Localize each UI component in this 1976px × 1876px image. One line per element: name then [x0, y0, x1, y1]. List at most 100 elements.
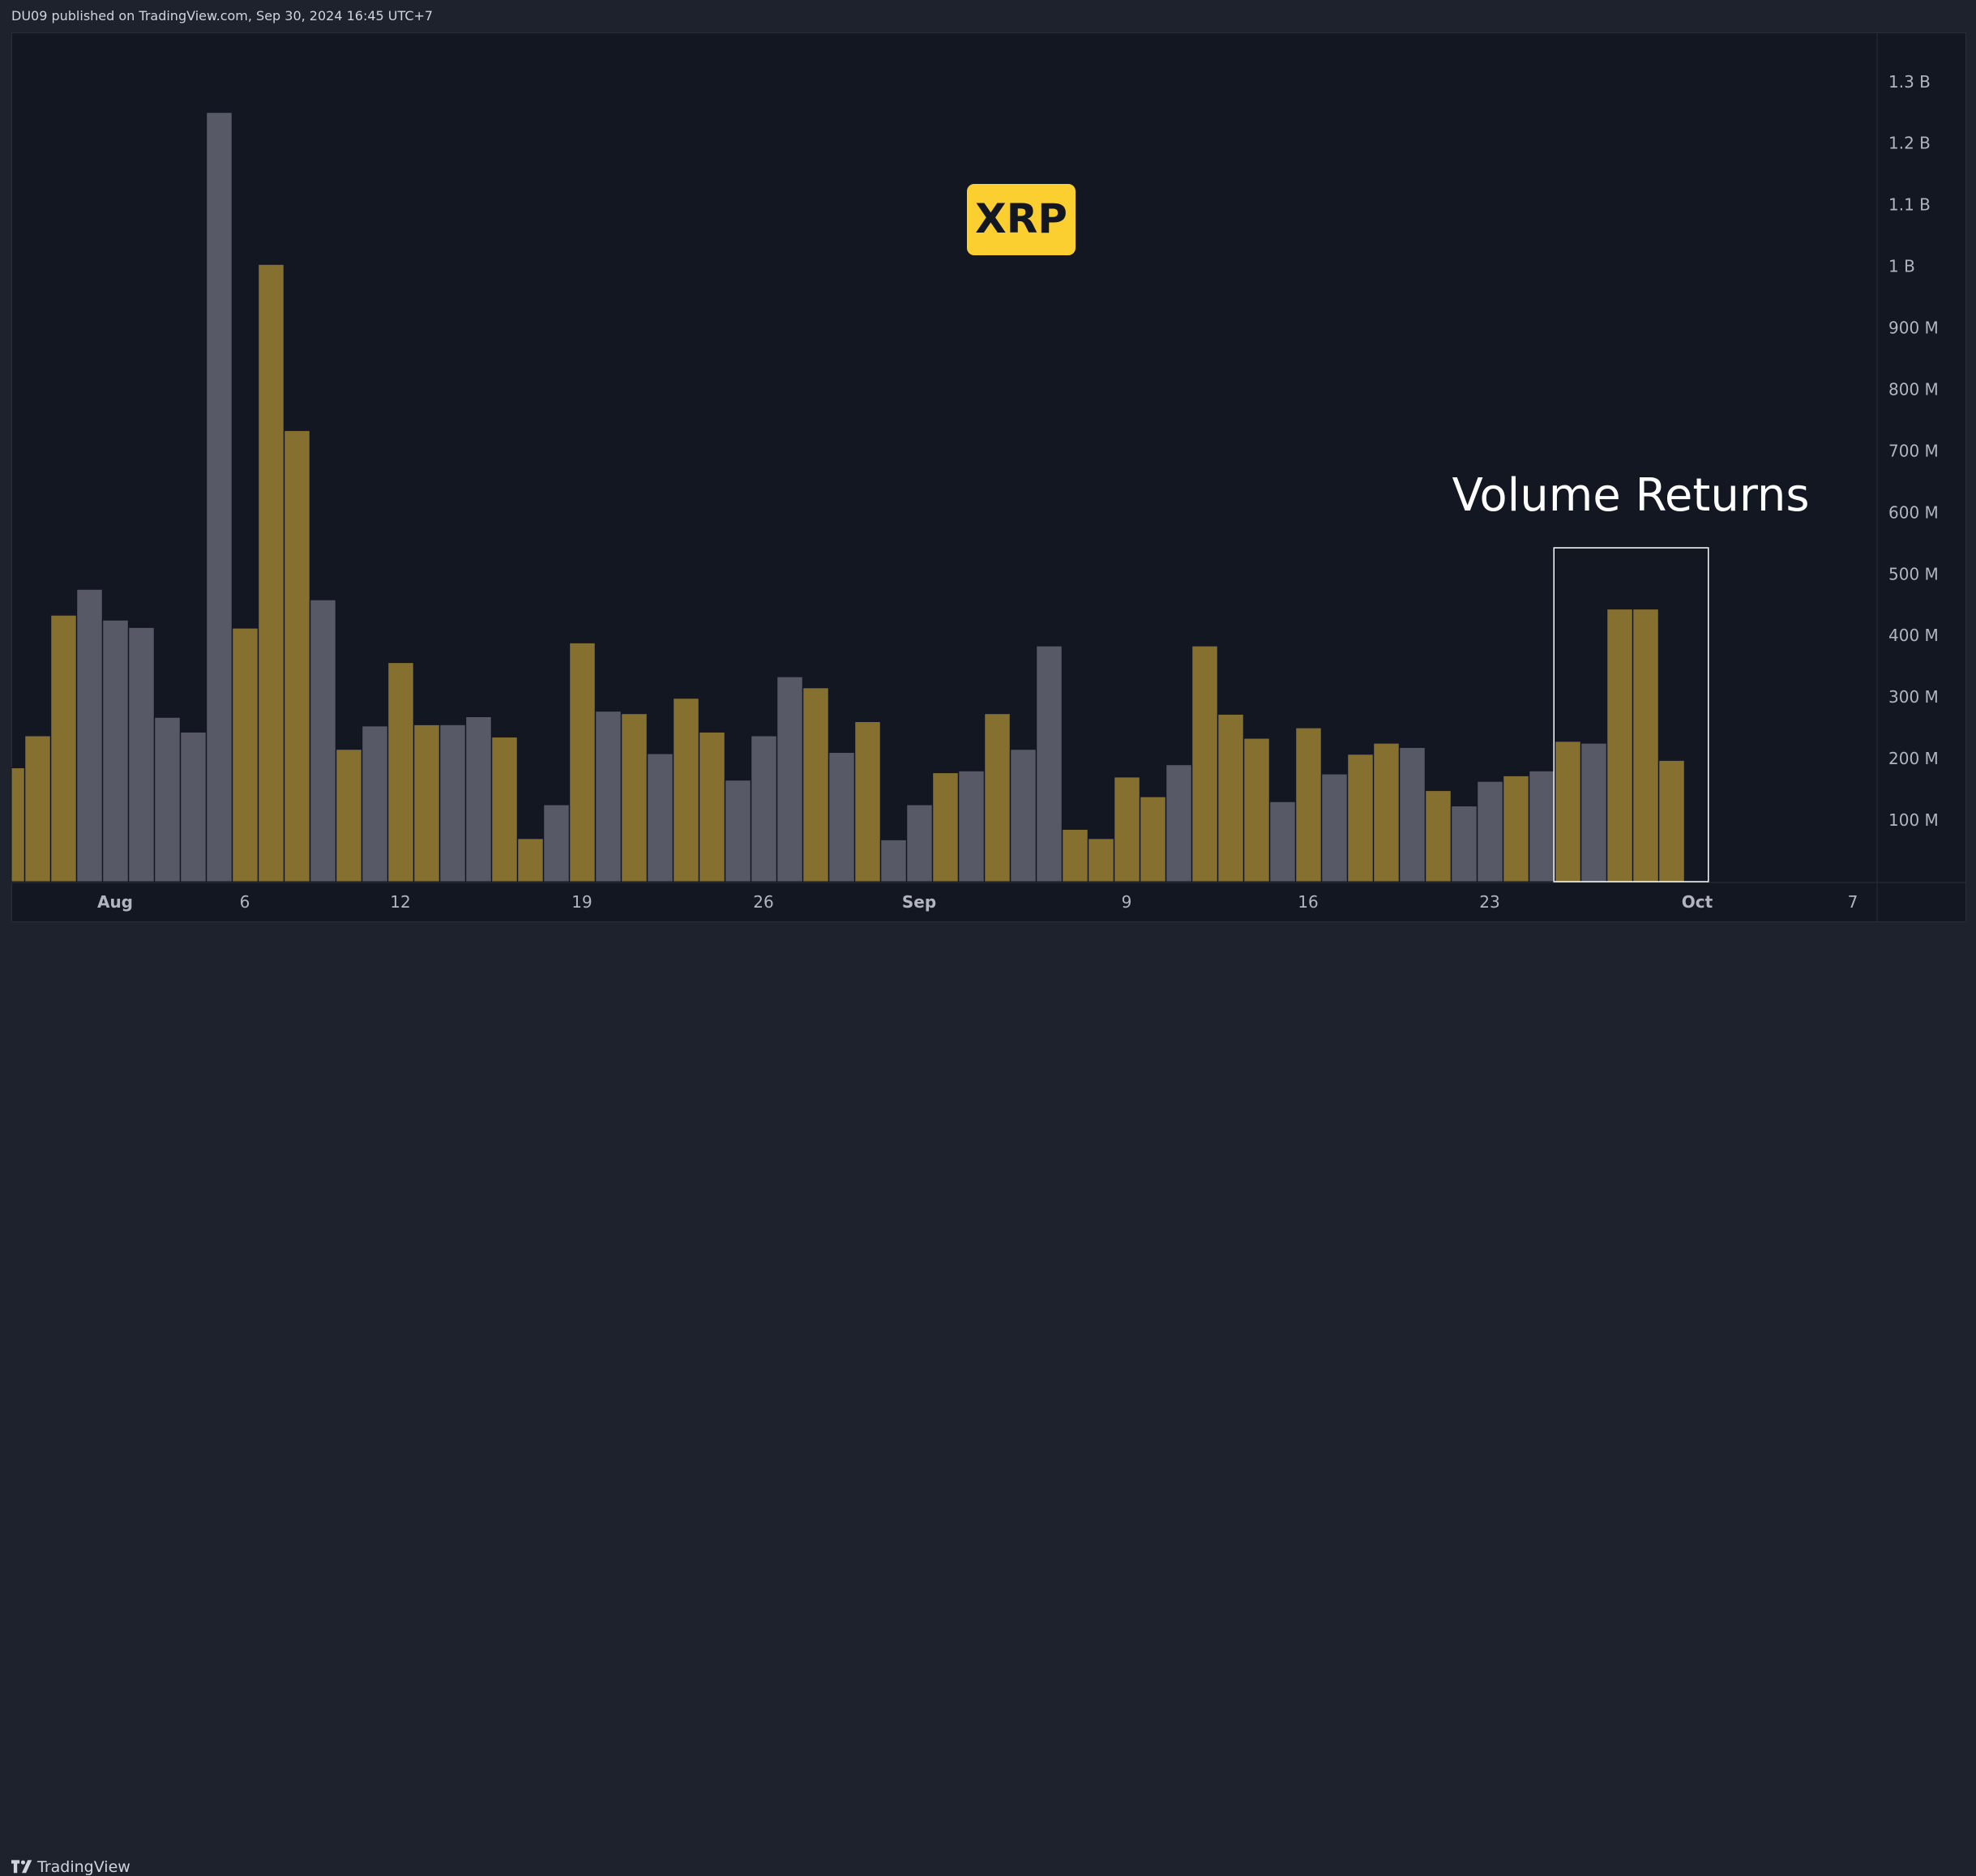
volume-bar [258, 263, 284, 882]
volume-bar [491, 737, 518, 882]
tradingview-logo-text: TradingView [37, 1858, 130, 1876]
volume-bar [1503, 775, 1529, 882]
volume-bar [206, 112, 233, 882]
symbol-badge: XRP [967, 184, 1076, 255]
volume-bar [1425, 790, 1452, 882]
volume-bar [1658, 759, 1685, 882]
volume-bar [50, 614, 77, 882]
x-tick-label: 7 [1848, 892, 1858, 912]
volume-bar [1373, 742, 1400, 882]
x-tick-label: 16 [1298, 892, 1318, 912]
volume-bar [1347, 754, 1374, 882]
volume-bar [76, 588, 103, 882]
volume-bar [361, 725, 388, 882]
volume-bar [310, 599, 336, 882]
x-tick-label: Oct [1682, 892, 1713, 912]
y-tick-label: 1 B [1888, 257, 1915, 276]
volume-bar [1088, 838, 1114, 882]
x-tick-label: Aug [97, 892, 133, 912]
volume-chart[interactable]: 100 M 200 M 300 M 400 M 500 M 600 M 700 M 800 M… [0, 0, 1976, 964]
volume-bar [932, 772, 959, 882]
volume-bar [569, 642, 596, 882]
volume-bar [854, 721, 881, 882]
y-tick-label: 600 M [1888, 502, 1939, 522]
volume-bar [11, 767, 25, 882]
volume-bar [1451, 806, 1478, 882]
volume-bar [439, 724, 466, 882]
volume-bar [1036, 645, 1063, 882]
volume-bar [1606, 609, 1633, 882]
volume-bar [387, 662, 414, 882]
y-tick-label: 1.3 B [1888, 72, 1931, 92]
price-axis[interactable]: 100 M 200 M 300 M 400 M 500 M 600 M 700 M 800 M… [1888, 72, 1939, 830]
x-tick-label: 12 [390, 892, 410, 912]
volume-bar [906, 804, 933, 882]
volume-bar [673, 698, 699, 882]
volume-bars [11, 112, 1685, 882]
volume-bar [1321, 773, 1348, 882]
volume-bar [621, 713, 648, 882]
volume-bar [1191, 645, 1218, 882]
tradingview-logo[interactable]: TradingView [11, 1858, 130, 1876]
x-tick-label: 6 [240, 892, 250, 912]
y-tick-label: 400 M [1888, 626, 1939, 645]
volume-bar [984, 713, 1011, 882]
volume-bar [1477, 780, 1503, 882]
y-tick-label: 1.1 B [1888, 195, 1931, 215]
footer: TradingView [0, 924, 1976, 1876]
x-tick-label: 23 [1479, 892, 1499, 912]
volume-bar [647, 753, 674, 882]
volume-bar [1062, 828, 1089, 882]
volume-bar [1399, 746, 1426, 882]
volume-bar [1269, 801, 1296, 882]
volume-bar [284, 429, 310, 882]
y-tick-label: 200 M [1888, 749, 1939, 768]
volume-bar [958, 770, 985, 882]
volume-bar [1632, 609, 1659, 882]
volume-bar [751, 735, 777, 882]
y-tick-label: 300 M [1888, 687, 1939, 707]
volume-bar [776, 676, 803, 882]
y-tick-label: 500 M [1888, 564, 1939, 583]
tradingview-logo-icon [11, 1860, 32, 1874]
volume-bar [180, 731, 207, 882]
volume-bar [725, 780, 751, 882]
x-tick-label: 19 [571, 892, 592, 912]
volume-bar [336, 749, 362, 882]
y-tick-label: 800 M [1888, 379, 1939, 399]
publish-header: DU09 published on TradingView.com, Sep 3… [0, 0, 1976, 32]
volume-bar [465, 716, 492, 882]
volume-bar [1529, 770, 1555, 882]
volume-bar [699, 731, 725, 882]
volume-bar [1243, 737, 1270, 882]
highlight-label: Volume Returns [1452, 469, 1809, 522]
volume-bar [154, 716, 181, 882]
volume-bar [1295, 727, 1322, 882]
volume-bar [828, 752, 855, 882]
volume-bar [1580, 742, 1607, 882]
publish-info: DU09 published on TradingView.com, Sep 3… [11, 8, 434, 24]
y-tick-label: 900 M [1888, 318, 1939, 338]
highlight-box [1553, 547, 1709, 882]
x-tick-label: Sep [902, 892, 936, 912]
y-tick-label: 700 M [1888, 441, 1939, 460]
x-tick-label: 26 [753, 892, 773, 912]
volume-bar [802, 687, 829, 882]
volume-bar [128, 626, 155, 882]
symbol-badge-text: XRP [975, 195, 1067, 242]
volume-bar [543, 804, 570, 882]
volume-bar [24, 735, 51, 882]
volume-bar [1555, 741, 1581, 882]
volume-bar [1140, 796, 1166, 882]
x-tick-label: 9 [1122, 892, 1132, 912]
y-tick-label: 1.2 B [1888, 134, 1931, 153]
volume-bar [1165, 764, 1192, 882]
volume-bar [880, 839, 907, 882]
volume-bar [1114, 776, 1140, 882]
time-axis[interactable]: Aug 6 12 19 26 Sep 9 16 23 Oct 7 [97, 892, 1858, 912]
volume-bar [1217, 713, 1244, 882]
volume-bar [517, 838, 544, 882]
volume-bar [232, 627, 259, 882]
volume-bar [595, 711, 622, 882]
volume-bar [102, 619, 129, 882]
